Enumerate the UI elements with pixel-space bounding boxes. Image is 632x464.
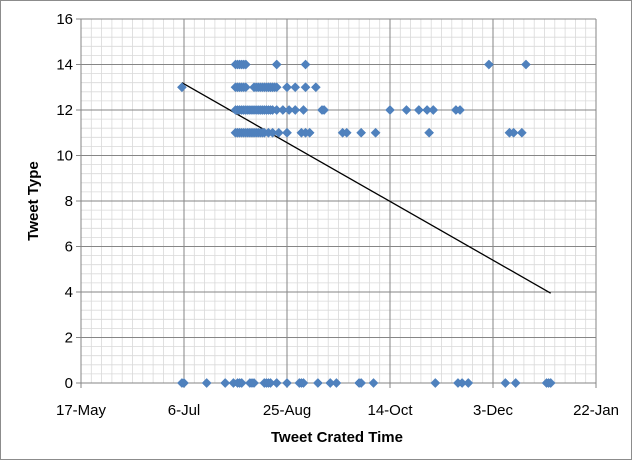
x-tick-labels: 17-May 6-Jul 25-Aug 14-Oct 3-Dec 22-Jan — [56, 402, 619, 419]
x-tick-label: 25-Aug — [263, 402, 311, 419]
data-point — [236, 378, 247, 388]
y-tick-label: 12 — [56, 102, 73, 119]
x-tick-label: 3-Dec — [473, 402, 514, 419]
data-point — [304, 127, 315, 138]
data-point — [249, 378, 259, 388]
data-point — [545, 378, 556, 388]
data-point — [220, 378, 231, 388]
data-point — [273, 127, 284, 138]
y-tick-label: 4 — [65, 284, 73, 301]
data-point — [428, 105, 439, 115]
trendline-layer — [181, 82, 552, 294]
data-point — [271, 82, 282, 93]
data-point — [201, 378, 212, 388]
data-point — [240, 59, 251, 70]
data-point — [271, 59, 282, 70]
y-tick-label: 6 — [65, 239, 73, 256]
data-point — [356, 127, 367, 138]
y-tick-labels: 0 2 4 6 8 10 12 14 16 — [56, 11, 73, 392]
data-point — [463, 378, 474, 388]
data-point — [282, 127, 292, 138]
y-tick-label: 8 — [65, 193, 73, 210]
x-tick-label: 22-Jan — [573, 402, 619, 419]
data-point — [282, 378, 292, 388]
data-point — [368, 378, 379, 388]
y-tick-label: 0 — [65, 375, 73, 392]
data-point — [510, 378, 521, 388]
data-points — [176, 59, 556, 388]
y-tick-label: 2 — [65, 330, 73, 347]
data-point — [508, 127, 519, 138]
data-point — [500, 378, 511, 388]
data-point — [331, 378, 342, 388]
data-point — [370, 127, 381, 138]
data-point — [483, 59, 494, 70]
data-point — [430, 378, 441, 388]
data-point — [290, 105, 301, 115]
y-tick-label: 16 — [56, 11, 73, 28]
gridlines — [81, 18, 597, 383]
data-point — [310, 82, 321, 93]
data-point — [424, 127, 435, 138]
data-point — [401, 105, 412, 115]
y-tick-label: 10 — [56, 148, 73, 165]
data-point — [455, 105, 465, 115]
x-tick-label: 6-Jul — [168, 402, 201, 419]
data-point — [385, 105, 395, 115]
x-tick-label: 17-May — [56, 402, 107, 419]
data-point — [356, 378, 367, 388]
data-point — [300, 82, 311, 93]
axes — [76, 18, 597, 388]
x-axis-title: Tweet Crated Time — [271, 429, 403, 446]
data-point — [413, 105, 424, 115]
data-point — [298, 105, 309, 115]
data-point — [516, 127, 527, 138]
data-point — [179, 378, 189, 388]
data-point — [319, 105, 330, 115]
y-tick-label: 14 — [56, 57, 73, 74]
data-point — [290, 82, 301, 93]
linear-trendline — [181, 82, 552, 294]
data-point — [176, 82, 187, 93]
x-tick-label: 14-Oct — [367, 402, 413, 419]
data-point — [341, 127, 352, 138]
data-point — [271, 378, 282, 388]
data-point — [298, 378, 309, 388]
data-point — [300, 59, 311, 70]
y-axis-title: Tweet Type — [25, 161, 42, 240]
data-point — [521, 59, 531, 70]
data-point — [282, 82, 292, 93]
data-point — [312, 378, 323, 388]
data-point — [240, 82, 251, 93]
